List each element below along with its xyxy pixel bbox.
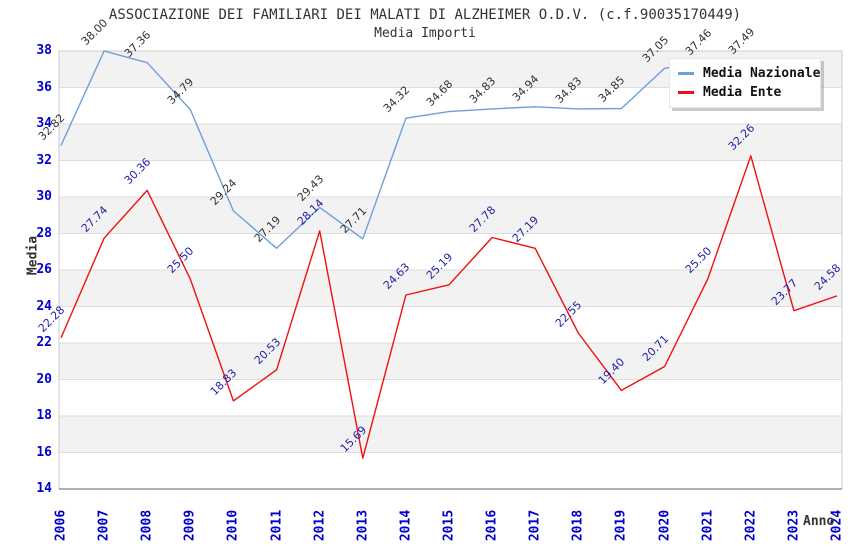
y-axis-tick: 28 — [36, 225, 52, 241]
y-axis-tick: 34 — [36, 116, 52, 131]
y-axis-tick: 24 — [36, 298, 52, 314]
x-axis-tick: 2017 — [527, 509, 543, 542]
x-axis-tick: 2022 — [743, 509, 759, 542]
legend-swatch-nazionale-icon — [678, 72, 694, 75]
chart-title: ASSOCIAZIONE DEI FAMILIARI DEI MALATI DI… — [108, 7, 742, 23]
y-axis-tick: 38 — [36, 43, 52, 58]
y-axis-tick: 32 — [36, 152, 52, 168]
y-axis-tick: 30 — [36, 189, 52, 204]
series-line-media-nazionale — [60, 50, 751, 250]
x-axis-tick: 2007 — [96, 509, 112, 542]
x-axis-tick: 2021 — [700, 509, 716, 542]
series-line-media-ente — [60, 155, 838, 459]
x-axis-tick: 2006 — [53, 509, 69, 542]
y-axis-tick: 26 — [36, 262, 52, 277]
legend-swatch-ente-icon — [678, 91, 694, 94]
y-axis-tick: 16 — [36, 444, 52, 460]
x-axis-tick: 2015 — [441, 509, 457, 542]
y-axis-tick: 20 — [36, 371, 52, 387]
x-axis-tick: 2008 — [139, 509, 155, 542]
chart-subtitle: Media Importi — [374, 26, 476, 41]
y-axis-tick: 22 — [36, 335, 52, 350]
x-axis-tick: 2023 — [786, 509, 802, 542]
x-axis-tick: 2013 — [355, 509, 371, 542]
x-axis-tick: 2020 — [657, 509, 673, 542]
legend-label: Media Ente — [703, 85, 782, 100]
legend-label: Media Nazionale — [703, 66, 821, 81]
x-axis-tick: 2010 — [225, 509, 241, 542]
x-axis-tick: 2011 — [269, 509, 285, 542]
x-axis-tick: 2014 — [398, 509, 414, 542]
x-axis-title: Anno — [803, 514, 835, 529]
y-axis-title: Media — [25, 235, 41, 276]
legend-item-media-nazionale: Media Nazionale — [678, 64, 820, 83]
x-axis-tick: 2009 — [182, 509, 198, 542]
y-axis-tick: 14 — [36, 481, 52, 496]
x-axis-tick: 2016 — [484, 509, 500, 542]
x-axis-tick: 2019 — [613, 509, 629, 542]
y-axis-tick: 36 — [36, 79, 52, 95]
legend-box: Media Nazionale Media Ente — [669, 58, 821, 108]
x-axis-tick: 2012 — [312, 509, 328, 542]
x-axis-tick: 2018 — [570, 509, 586, 542]
y-axis-tick: 18 — [36, 408, 52, 423]
legend-item-media-ente: Media Ente — [678, 83, 820, 102]
